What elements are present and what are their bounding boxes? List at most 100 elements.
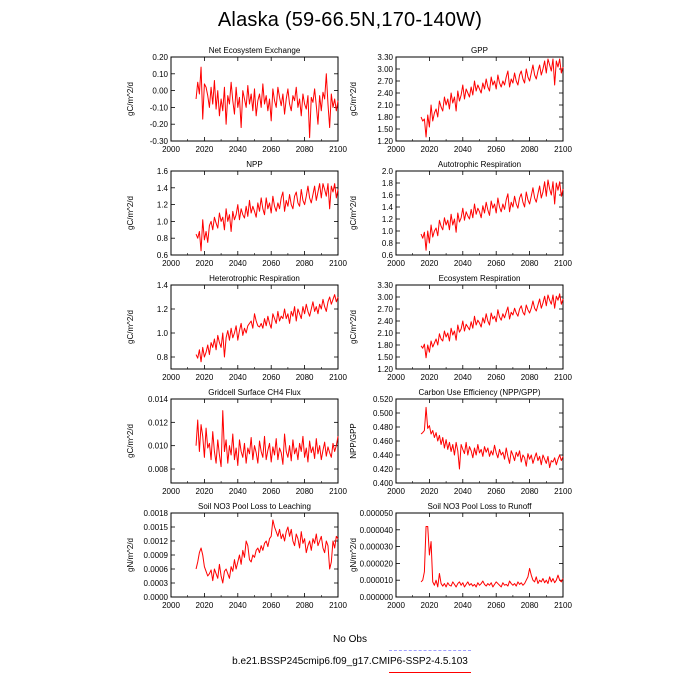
y-tick-label: 3.00 (377, 293, 393, 302)
y-axis-label: NPP/GPP (349, 423, 358, 459)
x-tick-label: 2080 (296, 487, 314, 496)
y-tick-label: 0.420 (373, 465, 394, 474)
chart-title: Gridcell Surface CH4 Flux (208, 388, 300, 397)
y-tick-label: 1.50 (377, 125, 393, 134)
x-tick-label: 2000 (162, 373, 180, 382)
x-tick-label: 2100 (329, 487, 347, 496)
y-tick-label: 0.0006 (144, 565, 169, 574)
y-tick-label: 0.460 (373, 437, 394, 446)
y-tick-label: 0.440 (373, 451, 394, 460)
x-tick-label: 2020 (196, 373, 214, 382)
y-tick-label: 1.8 (382, 179, 394, 188)
chart-title: NPP (246, 160, 262, 169)
x-tick-label: 2100 (554, 259, 572, 268)
x-tick-label: 2080 (296, 259, 314, 268)
plot-frame (170, 284, 339, 370)
x-tick-label: 2060 (262, 601, 280, 610)
x-tick-label: 2080 (521, 373, 539, 382)
y-tick-label: 0.10 (152, 70, 168, 79)
series-line (195, 66, 339, 139)
x-tick-label: 2020 (196, 145, 214, 154)
y-axis-label: gC/m^2/d (349, 310, 358, 344)
series-line (195, 519, 339, 584)
x-tick-label: 2100 (329, 601, 347, 610)
x-tick-label: 2000 (387, 373, 405, 382)
y-axis-label: gC/m^2/d (126, 310, 135, 344)
y-axis-label: gC/m^2/d (126, 82, 135, 116)
y-tick-label: 0.8 (382, 239, 394, 248)
chart-panel: Net Ecosystem Exchange 2000 2020 2040 2060 20… (126, 46, 347, 154)
series-line (420, 179, 564, 251)
chart-panel: Soil NO3 Pool Loss to Leaching 2000 2020 20… (126, 502, 347, 610)
y-tick-label: 2.40 (377, 317, 393, 326)
series-line (420, 293, 564, 359)
chart-title: Soil NO3 Pool Loss to Leaching (198, 502, 311, 511)
x-tick-label: 2000 (387, 259, 405, 268)
x-tick-label: 2040 (229, 145, 247, 154)
y-tick-label: 1.0 (157, 217, 169, 226)
x-tick-label: 2000 (162, 487, 180, 496)
y-tick-label: 1.80 (377, 113, 393, 122)
plot-frame (170, 512, 339, 598)
chart-panel: NPP 2000 2020 2040 2060 2080 2100 0.6 0.8 1.0 1.2 1… (126, 160, 347, 268)
chart-panel: Soil NO3 Pool Loss to Runoff 2000 2020 2040… (349, 502, 572, 610)
y-tick-label: 2.10 (377, 329, 393, 338)
y-tick-label: 0.0003 (144, 579, 169, 588)
y-axis-label: gC/m^2/d (349, 196, 358, 230)
y-tick-label: 1.6 (382, 191, 394, 200)
x-tick-label: 2040 (229, 487, 247, 496)
chart-title: Soil NO3 Pool Loss to Runoff (428, 502, 533, 511)
x-tick-label: 2100 (329, 259, 347, 268)
x-tick-label: 2000 (387, 601, 405, 610)
x-tick-label: 2080 (521, 259, 539, 268)
chart-panel: Ecosystem Respiration 2000 2020 2040 2060 208… (349, 274, 572, 382)
y-tick-label: 0.000010 (360, 576, 394, 585)
x-tick-label: 2040 (454, 259, 472, 268)
x-tick-label: 2080 (296, 145, 314, 154)
y-tick-label: 0.0015 (144, 523, 169, 532)
x-tick-label: 2060 (262, 145, 280, 154)
y-tick-label: 0.8 (157, 234, 169, 243)
x-tick-label: 2060 (487, 601, 505, 610)
x-tick-label: 2020 (196, 601, 214, 610)
y-tick-label: 1.20 (377, 137, 393, 146)
y-tick-label: 2.40 (377, 89, 393, 98)
series-line (195, 294, 339, 363)
y-tick-label: 0.8 (157, 353, 169, 362)
plot-frame (395, 284, 564, 370)
y-tick-label: 1.0 (382, 227, 394, 236)
chart-panel: Carbon Use Efficiency (NPP/GPP) 2000 2020 2… (349, 388, 572, 496)
y-axis-label: gN/m^2/d (126, 538, 135, 572)
y-tick-label: 0.014 (148, 395, 169, 404)
y-tick-label: 0.0009 (144, 551, 169, 560)
y-tick-label: 0.000040 (360, 526, 394, 535)
x-tick-label: 2000 (387, 487, 405, 496)
y-tick-label: 3.30 (377, 53, 393, 62)
y-tick-label: 2.70 (377, 305, 393, 314)
y-tick-label: 1.4 (157, 281, 169, 290)
x-tick-label: 2080 (296, 373, 314, 382)
x-tick-label: 2060 (262, 487, 280, 496)
y-tick-label: 0.400 (373, 479, 394, 488)
series-line (195, 183, 339, 252)
series-line (420, 58, 564, 138)
chart-panel: Gridcell Surface CH4 Flux 2000 2020 2040 206… (126, 388, 347, 496)
x-tick-label: 2000 (387, 145, 405, 154)
legend-model-label: b.e21.BSSP245cmip6.f09_g17.CMIP6-SSP2-4.… (232, 656, 468, 667)
y-axis-label: gC/m^2/d (349, 82, 358, 116)
x-tick-label: 2100 (554, 373, 572, 382)
series-line (195, 410, 339, 468)
y-tick-label: 1.0 (157, 329, 169, 338)
x-tick-label: 2100 (329, 145, 347, 154)
x-tick-label: 2060 (487, 145, 505, 154)
y-tick-label: 1.2 (157, 305, 169, 314)
legend-obs-label: No Obs (333, 634, 367, 645)
chart-panel: Autotrophic Respiration 2000 2020 2040 2060 2… (349, 160, 572, 268)
x-tick-label: 2040 (454, 145, 472, 154)
y-axis-label: gN/m^2/d (349, 538, 358, 572)
page-title: Alaska (59-66.5N,170-140W) (217, 9, 483, 31)
x-tick-label: 2060 (262, 259, 280, 268)
chart-title: GPP (471, 46, 488, 55)
y-tick-label: 0.010 (148, 442, 169, 451)
